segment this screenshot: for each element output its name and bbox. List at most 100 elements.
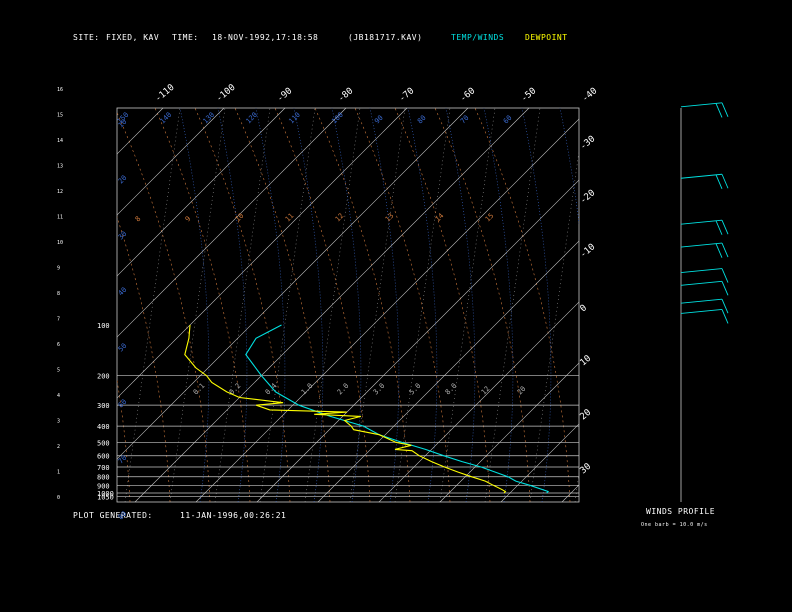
wind-barb-shaft: [680, 298, 723, 304]
mixing-ratio-label: 3.0: [372, 382, 387, 397]
moist-adiabat-line: [559, 108, 579, 226]
altitude-label: 0: [57, 495, 60, 501]
theta-left-label: 50: [117, 342, 129, 354]
legend-dewpoint: DEWPOINT: [525, 33, 568, 42]
moist-adiabat-line: [407, 108, 438, 502]
wind-barb-shaft: [680, 219, 723, 225]
altitude-label: 8: [57, 291, 60, 297]
dry-adiabat-line: [0, 108, 90, 502]
altitude-label: 9: [57, 266, 60, 272]
isotherm-line: [317, 240, 579, 502]
isotherm-right-label: -30: [579, 134, 598, 152]
isotherm-line: [117, 108, 164, 155]
wind-barb-flag: [715, 103, 723, 118]
wind-barb-shaft: [680, 280, 723, 286]
theta-left-label: 80: [117, 510, 129, 522]
footer-plot-generated-label: PLOT GENERATED:: [73, 511, 153, 520]
legend-temp-winds: TEMP/WINDS: [451, 33, 505, 42]
isotherm-line: [500, 423, 579, 502]
dry-adiabat-line: [354, 108, 451, 502]
wind-barb-flag: [715, 243, 723, 258]
isotherm-line: [623, 108, 792, 502]
isotherm-right-label: 0: [579, 303, 590, 314]
isotherm-line: [378, 301, 579, 502]
wind-barb-flag: [715, 220, 723, 235]
plot-border: [116, 107, 580, 503]
theta-left-label: 60: [117, 398, 129, 410]
isotherm-line: [117, 108, 347, 338]
isotherm-top-label: -60: [459, 86, 478, 104]
altitude-label: 14: [57, 138, 63, 144]
moist-label: 13: [384, 212, 396, 224]
pressure-label: 1050: [97, 494, 114, 502]
wind-barb-shaft: [680, 102, 723, 108]
pressure-label: 400: [97, 423, 110, 431]
dry-adiabat-line: [117, 216, 171, 502]
theta-left-label: 70: [117, 454, 129, 466]
mixing-ratio-label: 1.0: [300, 382, 315, 397]
mixing-ratio-label: 0.2: [228, 382, 243, 397]
footer-plot-generated-value: 11-JAN-1996,00:26:21: [180, 511, 287, 520]
mixing-ratio-line: [169, 108, 226, 502]
dry-adiabat-line: [434, 108, 531, 502]
wind-barb-flag: [721, 102, 729, 118]
isotherm-right-label: -10: [579, 242, 598, 260]
wind-barb-shaft: [680, 308, 723, 314]
moist-adiabat-line: [293, 108, 324, 502]
altitude-label: 1: [57, 470, 60, 476]
header-file-value: (JB181717.KAV): [348, 33, 423, 42]
mixing-ratio-line: [259, 108, 316, 502]
altitude-label: 12: [57, 189, 63, 195]
moist-adiabat-line: [331, 108, 362, 502]
pressure-label: 800: [97, 474, 110, 482]
wind-barb-flag: [721, 242, 729, 258]
wind-barb-flag: [721, 268, 729, 283]
altitude-label: 6: [57, 342, 60, 348]
mixing-ratio-label: 12: [480, 385, 492, 397]
mixing-ratio-label: 5.0: [408, 382, 423, 397]
moist-adiabat-line: [255, 108, 286, 502]
dewpoint-trace: [184, 324, 507, 494]
pressure-label: 600: [97, 453, 110, 461]
winds-profile-note: One barb = 10.0 m/s: [641, 522, 708, 528]
mixing-ratio-label: 20: [516, 385, 528, 397]
isotherm-line: [745, 108, 792, 502]
pressure-label: 200: [97, 373, 110, 381]
dry-adiabat-line: [194, 108, 291, 502]
altitude-label: 10: [57, 240, 63, 246]
theta-label: 140: [159, 111, 174, 126]
isotherm-right-label: 20: [579, 408, 594, 423]
isotherm-top-label: -40: [581, 86, 600, 104]
temp-trace: [245, 324, 550, 494]
altitude-label: 13: [57, 164, 63, 170]
pressure-label: 900: [97, 482, 110, 490]
dry-adiabat-line: [314, 108, 411, 502]
moist-label: 10: [234, 212, 246, 224]
wind-barb-shaft: [680, 268, 723, 274]
dry-adiabat-line: [234, 108, 331, 502]
isotherm-top-label: -90: [276, 86, 295, 104]
theta-label: 100: [330, 111, 345, 126]
isotherm-line: [195, 118, 579, 502]
dry-adiabat-line: [474, 108, 571, 502]
wind-barb-shaft: [680, 173, 723, 179]
theta-label: 80: [416, 114, 428, 126]
moist-label: 9: [184, 215, 193, 224]
wind-barb-flag: [721, 281, 729, 296]
isotherm-top-label: -80: [337, 86, 356, 104]
isotherm-right-label: -20: [579, 188, 598, 206]
isotherm-line: [439, 362, 579, 502]
mixing-ratio-line: [304, 108, 361, 502]
mixing-ratio-line: [529, 149, 579, 502]
pressure-label: 300: [97, 402, 110, 410]
winds-profile-title: WINDS PROFILE: [646, 507, 716, 516]
mixing-ratio-line: [484, 108, 541, 502]
theta-label: 70: [459, 114, 471, 126]
moist-label: 15: [484, 212, 496, 224]
altitude-label: 4: [57, 393, 60, 399]
dry-adiabat-line: [154, 108, 251, 502]
isotherm-line: [256, 179, 579, 502]
isotherm-top-label: -50: [520, 86, 539, 104]
theta-label: 110: [287, 111, 302, 126]
header-time-value: 18-NOV-1992,17:18:58: [212, 33, 319, 42]
